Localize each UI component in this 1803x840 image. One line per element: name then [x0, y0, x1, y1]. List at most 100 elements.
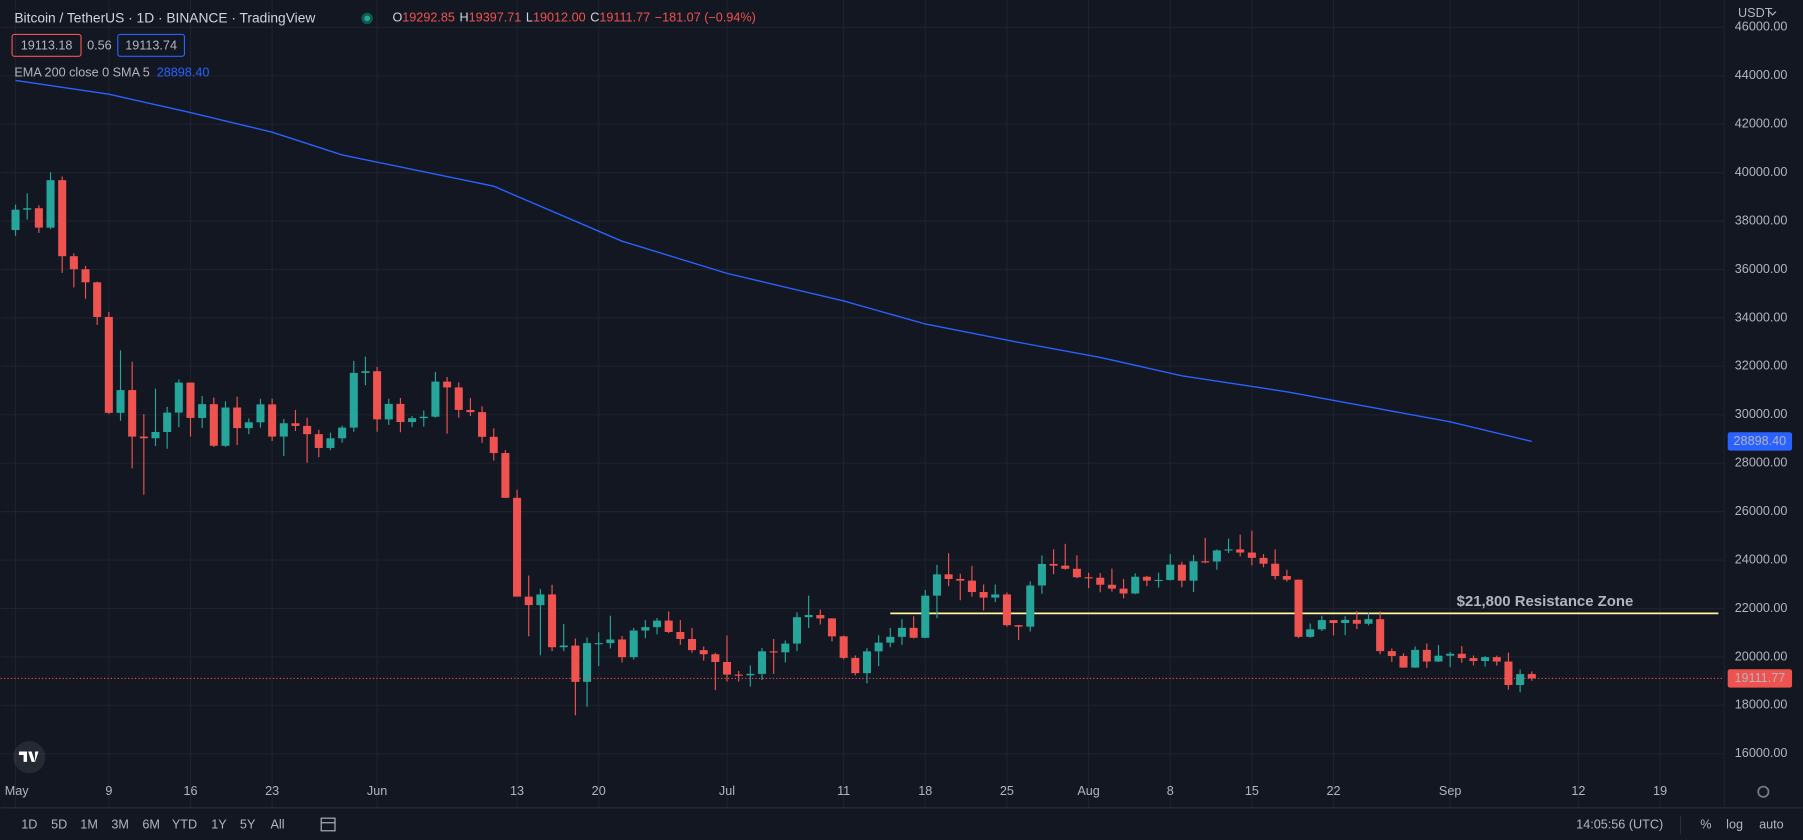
range-button[interactable]: 1M [80, 817, 98, 831]
clock: 14:05:56 (UTC) [1576, 817, 1663, 831]
change: −181.07 (−0.94%) [655, 11, 756, 25]
range-button[interactable]: 3M [111, 817, 129, 831]
candle-body [1189, 561, 1198, 581]
y-tick-label: 20000.00 [1735, 649, 1788, 663]
candle-body [1201, 561, 1210, 563]
candle-body [1084, 577, 1093, 579]
candle-body [1002, 594, 1011, 626]
range-button[interactable]: 5D [51, 817, 67, 831]
candle-body [1364, 619, 1373, 624]
range-button[interactable]: 6M [142, 817, 160, 831]
x-tick-label: May [5, 784, 30, 798]
candle-body [1411, 649, 1420, 668]
candle-body [676, 631, 685, 639]
currency-caret [1768, 11, 1777, 16]
logo-mark [18, 751, 39, 762]
settings-icon[interactable] [1757, 785, 1770, 798]
range-button[interactable]: All [271, 817, 285, 831]
x-tick-label: 23 [265, 784, 279, 798]
candle-body [1341, 619, 1350, 624]
candle-body [1352, 619, 1361, 624]
tv-logo [13, 741, 46, 774]
candle-body [34, 208, 43, 228]
y-tick-label: 42000.00 [1735, 117, 1788, 131]
candle-body [1072, 568, 1081, 578]
candle-body [734, 674, 743, 676]
scale-option[interactable]: auto [1759, 817, 1784, 831]
candle-body [186, 382, 195, 418]
candle-body [1282, 576, 1291, 580]
candle-body [1422, 649, 1431, 662]
bid-box[interactable] [11, 33, 82, 57]
candle-body [1119, 588, 1128, 594]
candle-body [559, 645, 568, 648]
candle-body [711, 654, 720, 663]
candle-body [524, 596, 533, 606]
candle-body [478, 412, 487, 437]
y-tick-label: 30000.00 [1735, 407, 1788, 421]
candle-body [326, 438, 335, 448]
candle-body [443, 381, 452, 388]
ohlc-value: 19111.77 [599, 11, 650, 25]
candle-body [932, 574, 941, 596]
ohlc-value: 19012.00 [533, 11, 586, 25]
currency-label[interactable]: USDT [1738, 6, 1773, 20]
candle-body [454, 387, 463, 410]
candle-body [396, 403, 405, 423]
x-tick-label: 15 [1245, 784, 1259, 798]
range-button[interactable]: YTD [172, 817, 197, 831]
candle-body [967, 580, 976, 593]
candle-body [1107, 584, 1116, 589]
candle-body [1457, 653, 1466, 659]
indicator-legend[interactable]: EMA 200 close 0 SMA 5 28898.40 [14, 66, 209, 80]
candle-body [1376, 619, 1385, 652]
candle-body [921, 595, 930, 638]
candle-body [1446, 653, 1455, 656]
candle-body [1154, 579, 1163, 582]
candle-body [769, 651, 778, 653]
ohlc-key: C [590, 11, 599, 25]
candle-body [641, 627, 650, 631]
candle-body [361, 371, 370, 373]
candle-body [1469, 658, 1478, 662]
candle-body [291, 423, 300, 426]
candle-body [583, 643, 592, 682]
candle-body [58, 180, 67, 257]
candle-body [1142, 576, 1151, 581]
range-button[interactable]: 5Y [240, 817, 256, 831]
candle-body [664, 620, 673, 632]
candle-body [1096, 577, 1105, 585]
candle-body [431, 381, 440, 417]
x-tick-label: Aug [1077, 784, 1099, 798]
symbol[interactable]: Bitcoin / TetherUS · 1D · BINANCE · Trad… [14, 10, 315, 25]
range-button[interactable]: 1D [21, 817, 37, 831]
scale-option[interactable]: log [1726, 817, 1743, 831]
candle-body [629, 630, 638, 658]
candle-body [1166, 564, 1175, 580]
toolbar: 1D 5D 1M 3M 6M YTD 1Y 5Y All 14:05:56 (UTC)% log au… [21, 815, 1784, 835]
candle-body [979, 592, 988, 598]
candle-body [408, 418, 417, 423]
candle-body [279, 423, 288, 437]
candle-body [1247, 552, 1256, 558]
candle-body [1527, 674, 1536, 679]
candle-body [46, 180, 55, 228]
candle-body [233, 407, 242, 429]
y-tick-label: 34000.00 [1735, 310, 1788, 324]
candle-body [1177, 564, 1186, 581]
candle-body [163, 412, 172, 432]
candle-body [1037, 563, 1046, 586]
scale-option[interactable]: % [1700, 817, 1711, 831]
candle-body [874, 642, 883, 652]
ask-box[interactable] [117, 33, 186, 57]
candle-body [1387, 651, 1396, 656]
range-button[interactable]: 1Y [211, 817, 227, 831]
candle-body [198, 404, 207, 418]
candle-body [81, 269, 90, 283]
candle-body [792, 617, 802, 644]
calendar-icon[interactable] [320, 817, 336, 832]
y-tick-label: 44000.00 [1735, 68, 1788, 82]
x-tick-label: 11 [837, 784, 850, 798]
candle-body [93, 282, 102, 317]
